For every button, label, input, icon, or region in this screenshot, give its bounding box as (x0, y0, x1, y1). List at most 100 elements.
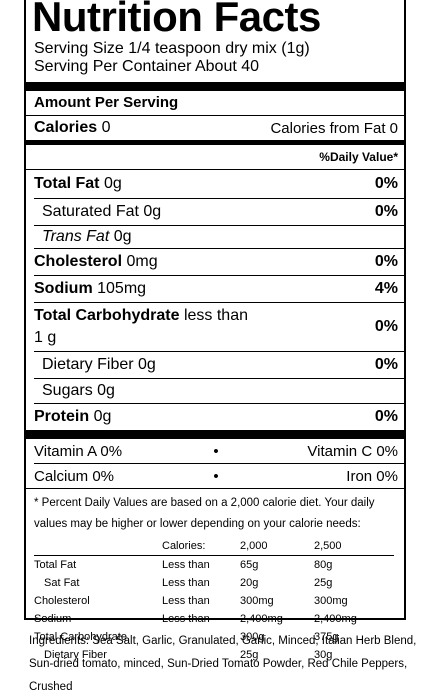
total-fat-dv: 0% (374, 175, 398, 192)
total-fat-amount: 0g (103, 175, 122, 192)
serving-size: Serving Size 1/4 teaspoon dry mix (1g) (34, 40, 310, 57)
dietary-fiber-row: Dietary Fiber 0g 0% (26, 352, 404, 378)
saturated-fat-row: Saturated Fat 0g 0% (26, 199, 404, 225)
total-carbohydrate-amount-line2: 1 g (34, 329, 57, 346)
table-row: Dietary Fiber 25g 30g (34, 646, 394, 664)
table-row: Total Fat Less than 65g 80g (34, 555, 394, 574)
sodium-row: Sodium 105mg 4% (26, 276, 404, 302)
divider (26, 115, 404, 116)
daily-value-header: %Daily Value* (319, 150, 398, 164)
table-row: Sodium Less than 2,400mg 2,400mg (34, 610, 394, 628)
total-fat-label: Total Fat (34, 175, 100, 192)
reference-nutrient: Total Carbohydrate (34, 631, 127, 643)
reference-header-cell: 2,500 (314, 540, 342, 552)
total-carbohydrate-label: Total Carbohydrate (34, 307, 180, 324)
cholesterol-amount: 0mg (126, 253, 158, 270)
daily-value-reference-table: Calories: 2,000 2,500 Total Fat Less tha… (34, 537, 394, 664)
reference-value-2500: 300mg (314, 595, 348, 607)
trans-fat-label: Trans Fat (42, 228, 110, 245)
label-title: Nutrition Facts (32, 0, 321, 40)
reference-value-2500: 30g (314, 649, 333, 661)
daily-value-header-row: %Daily Value* (26, 145, 404, 169)
reference-value-2500: 80g (314, 555, 394, 574)
divider (34, 275, 404, 276)
calcium: Calcium 0% (34, 467, 115, 485)
vitamin-row: Vitamin A 0% • Vitamin C 0% (26, 439, 404, 463)
reference-nutrient: Sat Fat (44, 577, 80, 589)
reference-qualifier: Less than (162, 555, 240, 574)
calories-value: 0 (101, 119, 111, 136)
total-carbohydrate-amount: less than (183, 307, 248, 324)
divider (34, 225, 404, 226)
total-carbohydrate-dv: 0% (374, 318, 398, 335)
reference-qualifier: Less than (162, 595, 210, 607)
reference-value-2500: 375g (314, 631, 339, 643)
divider (34, 302, 404, 303)
dietary-fiber-amount: 0g (138, 356, 156, 373)
protein-label: Protein (34, 408, 90, 425)
reference-qualifier: Less than (162, 613, 210, 625)
reference-value-2000: 2,400mg (240, 613, 283, 625)
sugars-label: Sugars (42, 382, 93, 399)
saturated-fat-label: Saturated Fat (42, 203, 139, 220)
calories-from-fat: Calories from Fat 0 (270, 119, 398, 137)
divider (26, 488, 404, 489)
bullet-separator: • (213, 467, 219, 485)
divider (34, 463, 404, 464)
cholesterol-row: Cholesterol 0mg 0% (26, 249, 404, 275)
reference-nutrient: Sodium (34, 613, 72, 625)
thick-divider (26, 82, 404, 91)
saturated-fat-dv: 0% (374, 203, 398, 220)
cholesterol-dv: 0% (374, 253, 398, 270)
reference-header-cell: Calories: (162, 540, 206, 552)
reference-value-2500: 2,400mg (314, 613, 357, 625)
protein-row: Protein 0g 0% (26, 404, 404, 430)
sugars-row: Sugars 0g (26, 379, 404, 403)
iron: Iron 0% (346, 467, 398, 485)
reference-nutrient: Cholesterol (34, 595, 90, 607)
protein-amount: 0g (93, 408, 112, 425)
protein-dv: 0% (374, 408, 398, 425)
reference-value-2000: 25g (240, 649, 259, 661)
daily-value-footnote: * Percent Daily Values are based on a 2,… (34, 497, 375, 530)
nutrition-label: Nutrition Facts Serving Size 1/4 teaspoo… (24, 0, 406, 661)
reference-value-2500: 25g (314, 577, 333, 589)
divider (34, 351, 404, 352)
reference-header-cell (34, 537, 162, 556)
divider (34, 248, 404, 249)
bullet-separator: • (213, 442, 219, 460)
table-row: Sat Fat Less than 20g 25g (34, 574, 394, 592)
reference-header-cell: 2,000 (240, 540, 268, 552)
vitamin-c: Vitamin C 0% (307, 442, 398, 460)
divider (34, 403, 404, 404)
medium-divider (26, 140, 404, 145)
dietary-fiber-dv: 0% (374, 356, 398, 373)
reference-value-2000: 300mg (240, 595, 274, 607)
reference-value-2000: 20g (240, 577, 259, 589)
vitamin-a: Vitamin A 0% (34, 442, 123, 460)
reference-qualifier: Less than (162, 577, 210, 589)
dietary-fiber-label: Dietary Fiber (42, 356, 134, 373)
servings-per-container: Serving Per Container About 40 (34, 58, 260, 75)
total-fat-row: Total Fat 0g 0% (26, 170, 404, 198)
mineral-row: Calcium 0% • Iron 0% (26, 464, 404, 488)
thick-divider (26, 430, 404, 439)
sodium-dv: 4% (374, 280, 398, 297)
sugars-amount: 0g (97, 382, 115, 399)
reference-nutrient: Dietary Fiber (44, 649, 107, 661)
divider (34, 198, 404, 199)
reference-value-2000: 300g (240, 631, 265, 643)
divider (26, 169, 404, 170)
calories-label: Calories (34, 119, 98, 136)
table-row: Cholesterol Less than 300mg 300mg (34, 592, 394, 610)
reference-nutrient: Total Fat (34, 555, 162, 574)
reference-header-row: Calories: 2,000 2,500 (34, 537, 394, 556)
sodium-label: Sodium (34, 280, 93, 297)
trans-fat-amount: 0g (113, 228, 132, 245)
cholesterol-label: Cholesterol (34, 253, 123, 270)
divider (34, 378, 404, 379)
ingredients-text: Ingredients: Sea Salt, Garlic, Granulate… (29, 635, 417, 693)
saturated-fat-amount: 0g (143, 203, 162, 220)
amount-per-serving: Amount Per Serving (34, 94, 179, 111)
table-row: Total Carbohydrate 300g 375g (34, 628, 394, 646)
